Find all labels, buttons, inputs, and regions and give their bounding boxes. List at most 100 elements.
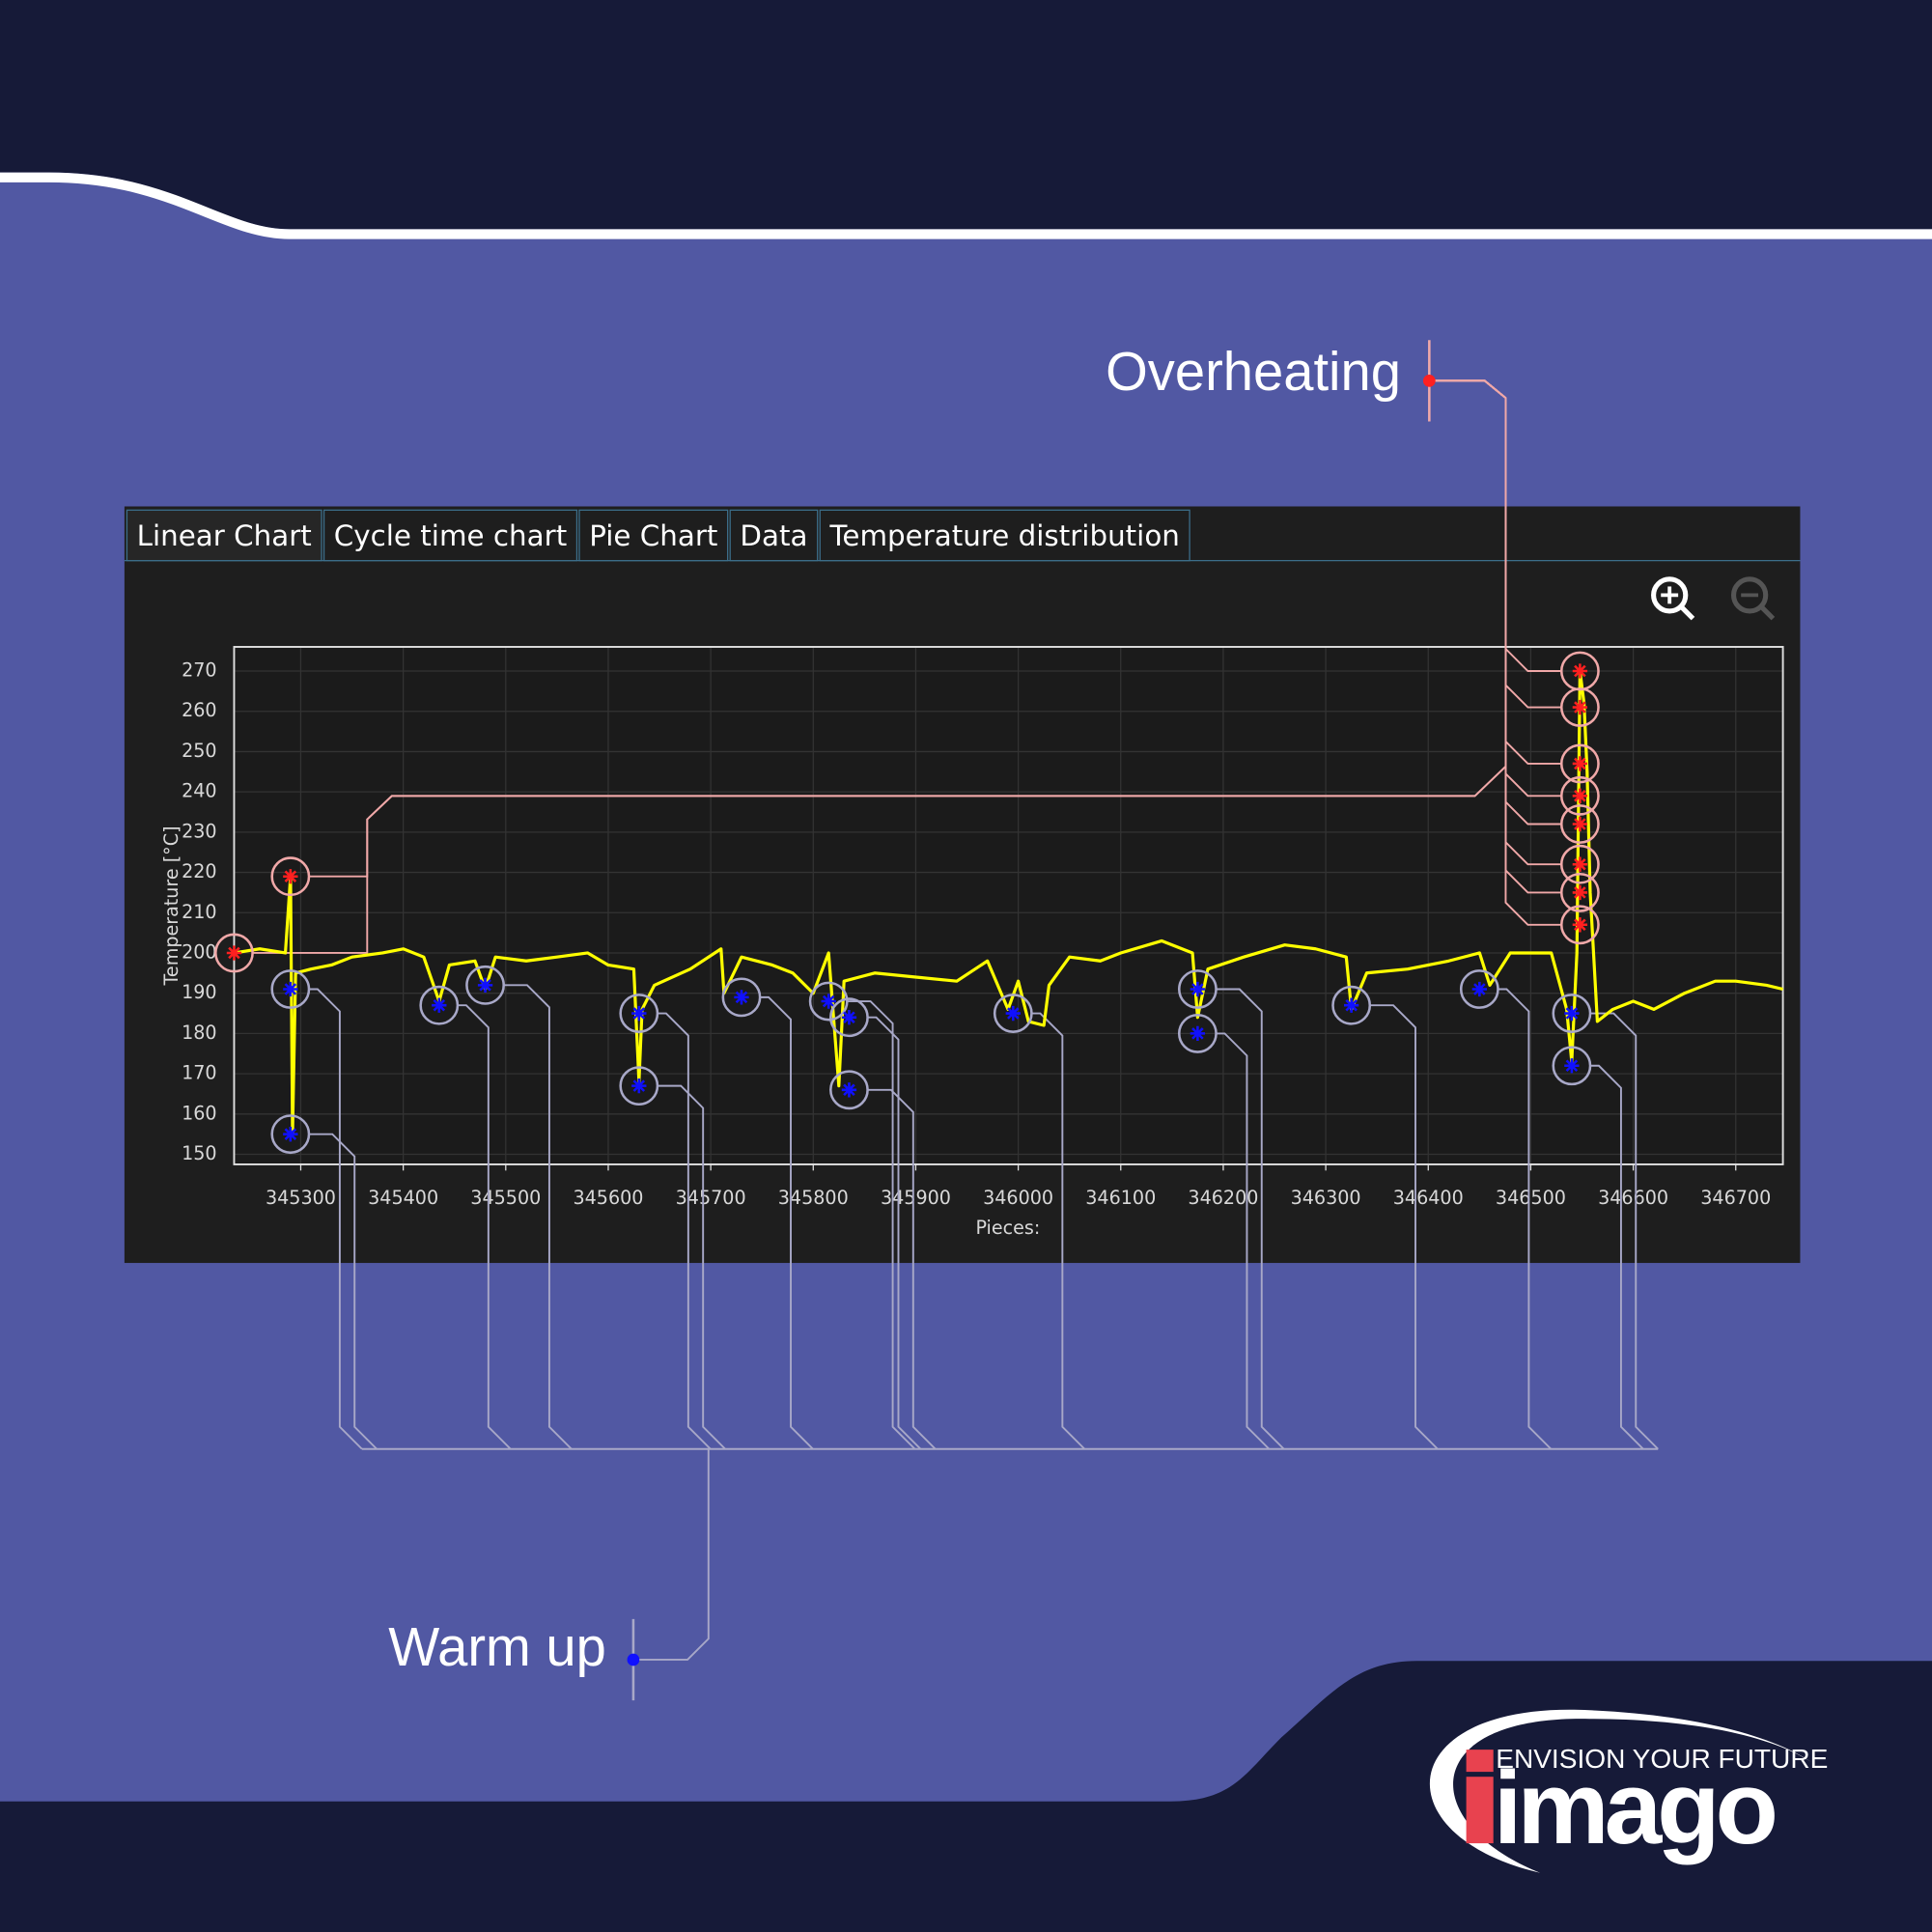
leader-line	[503, 984, 573, 1450]
highlight-circle	[1559, 905, 1600, 945]
x-tick-label: 346300	[1291, 1187, 1361, 1209]
x-tick-label: 346500	[1496, 1187, 1566, 1209]
y-tick-label: 270	[182, 659, 217, 682]
tab[interactable]	[322, 509, 578, 562]
zoom-out-button[interactable]	[1730, 576, 1776, 621]
y-tick-label: 150	[182, 1142, 217, 1164]
overheating-label: Overheating	[1106, 341, 1401, 402]
marker	[1572, 884, 1588, 901]
bottom-band	[0, 1661, 1932, 1932]
highlight-circle	[1459, 969, 1499, 1009]
tab[interactable]	[578, 509, 729, 562]
x-tick-label: 345900	[881, 1187, 951, 1209]
x-tick-label: 346700	[1700, 1187, 1771, 1209]
x-tick-label: 345400	[368, 1187, 438, 1209]
warm-up-label: Warm up	[388, 1616, 606, 1677]
highlight-circle	[270, 969, 311, 1009]
marker	[1572, 917, 1588, 933]
y-tick-label: 230	[182, 820, 217, 842]
label-dot	[627, 1653, 640, 1666]
label-dot	[1422, 374, 1436, 387]
marker	[1471, 981, 1488, 997]
leader-line	[308, 766, 1507, 878]
tab-bar: Linear Chart Cycle time chart Pie Chart Dat…	[126, 509, 1190, 562]
highlight-circle	[1552, 994, 1592, 1033]
tab-label[interactable]: Cycle time chart	[334, 519, 567, 552]
y-tick-label: 220	[182, 860, 217, 882]
y-tick-label: 180	[182, 1022, 217, 1044]
marker	[734, 990, 749, 1005]
highlight-circle	[270, 856, 311, 897]
highlight-circle	[1552, 1046, 1592, 1086]
x-tick-label: 345800	[778, 1187, 849, 1209]
y-tick-label: 160	[182, 1102, 217, 1124]
marker	[1572, 816, 1588, 832]
tab[interactable]	[729, 509, 819, 562]
leader-line	[1590, 1064, 1644, 1450]
highlight-circle	[270, 1114, 311, 1155]
y-tick-label: 250	[182, 740, 217, 762]
highlight-circle	[808, 981, 849, 1022]
tab-label[interactable]: Temperature distribution	[828, 519, 1179, 552]
x-tick-label: 345700	[676, 1187, 746, 1209]
leader-line	[760, 995, 814, 1450]
highlight-circle	[1177, 1013, 1218, 1053]
highlight-circle	[1559, 687, 1600, 727]
x-tick-label: 346100	[1085, 1187, 1156, 1209]
logo-name: imago	[1494, 1750, 1776, 1865]
highlight-circle	[829, 997, 869, 1038]
marker	[283, 869, 298, 884]
leader-line	[1429, 379, 1562, 926]
y-tick-label: 200	[182, 940, 217, 963]
leader-line	[1031, 1012, 1085, 1450]
marker	[631, 1005, 647, 1022]
marker	[1005, 1005, 1021, 1022]
marker	[1564, 1058, 1580, 1074]
leader-line	[657, 1084, 726, 1450]
leader-lines	[252, 379, 1659, 1661]
x-tick-label: 345600	[573, 1187, 643, 1209]
highlight-circle	[1559, 775, 1600, 816]
x-tick-label: 346200	[1188, 1187, 1258, 1209]
marker	[1564, 1005, 1580, 1022]
marker	[821, 994, 836, 1009]
marker	[1572, 756, 1588, 771]
tab[interactable]	[126, 509, 322, 562]
leader-trunk	[361, 1447, 1659, 1661]
highlight-circle	[465, 965, 505, 1005]
highlight-circle	[1559, 743, 1600, 784]
leader-line	[1369, 1004, 1439, 1450]
marker	[1343, 997, 1359, 1013]
leader-line	[867, 1016, 922, 1450]
logo-tagline: ENVISION YOUR FUTURE	[1496, 1744, 1828, 1774]
y-tick-label: 260	[182, 699, 217, 721]
tab-label[interactable]: Linear Chart	[137, 519, 312, 552]
leader-line	[1216, 1032, 1271, 1450]
marker	[1572, 663, 1588, 679]
highlight-circle	[1177, 969, 1218, 1009]
plot-area	[234, 646, 1783, 1164]
marker	[841, 1082, 857, 1098]
leader-line	[847, 1000, 916, 1450]
zoom-in-button[interactable]	[1651, 576, 1695, 621]
highlight-circle	[1559, 804, 1600, 844]
x-tick-label: 345300	[266, 1187, 336, 1209]
leader-line	[657, 1012, 712, 1450]
highlight-circle	[829, 1070, 869, 1110]
x-tick-label: 346600	[1598, 1187, 1668, 1209]
marker	[226, 945, 242, 961]
x-tick-label: 346400	[1393, 1187, 1464, 1209]
plot-frame	[233, 646, 1784, 1165]
x-tick-label: 345500	[470, 1187, 541, 1209]
highlight-circle	[721, 977, 762, 1018]
y-tick-label: 190	[182, 981, 217, 1003]
tab-label[interactable]: Pie Chart	[589, 519, 717, 552]
y-tick-label: 170	[182, 1062, 217, 1084]
highlight-circle	[1559, 844, 1600, 884]
tab-label[interactable]: Data	[740, 519, 807, 552]
marker	[1572, 699, 1588, 715]
marker	[1572, 788, 1588, 803]
tab[interactable]	[819, 509, 1190, 562]
leader-line	[308, 1133, 378, 1450]
